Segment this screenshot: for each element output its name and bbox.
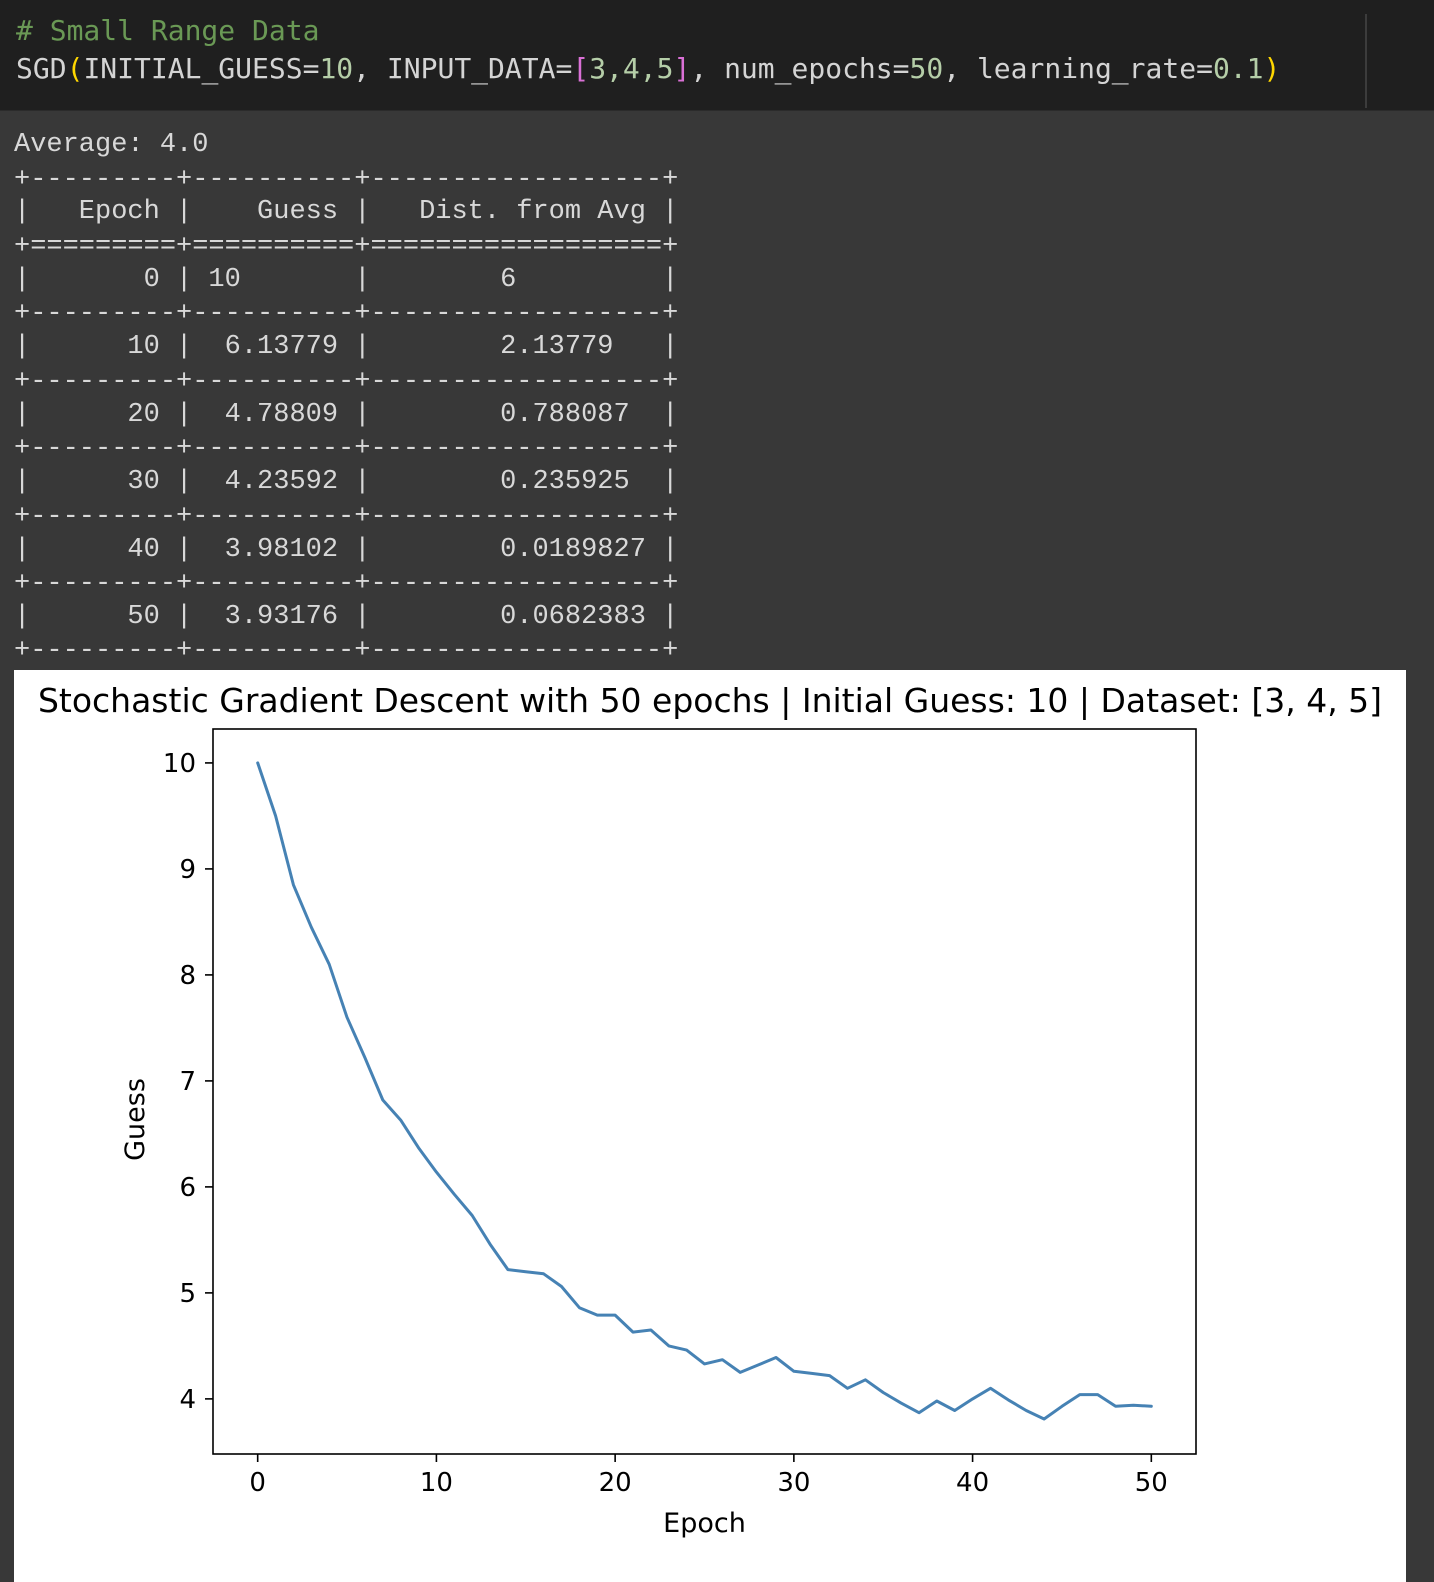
- function-name: SGD: [16, 52, 67, 85]
- plot-frame: [212, 728, 1197, 1455]
- arg-separator: ,: [943, 52, 977, 85]
- y-tick-label: 4: [179, 1385, 196, 1415]
- table-row-border: +---------+----------+------------------…: [14, 434, 679, 464]
- x-tick-label: 30: [777, 1468, 810, 1498]
- table-row: | 0 | 10 | 6 |: [14, 265, 679, 295]
- arg-input-data-values: 3,4,5: [589, 52, 674, 85]
- y-axis-label: Guess: [120, 1078, 151, 1161]
- table-row: | 20 | 4.78809 | 0.788087 |: [14, 400, 679, 430]
- output-average-line: Average: 4.0: [14, 130, 209, 160]
- x-tick-label: 40: [956, 1468, 989, 1498]
- scrollbar-divider: [1365, 14, 1367, 108]
- arg-separator: ,: [353, 52, 387, 85]
- table-row: | 30 | 4.23592 | 0.235925 |: [14, 467, 679, 497]
- list-open-bracket: [: [572, 52, 590, 85]
- arg-learning-rate-name: learning_rate=: [976, 52, 1213, 85]
- y-tick-label: 9: [179, 855, 196, 885]
- table-row-border: +---------+----------+------------------…: [14, 502, 679, 532]
- code-call-line: SGD(INITIAL_GUESS=10, INPUT_DATA=[3,4,5]…: [16, 52, 1280, 85]
- arg-input-data-name: INPUT_DATA=: [386, 52, 573, 85]
- y-tick-label: 7: [179, 1067, 196, 1097]
- sgd-line-chart: Stochastic Gradient Descent with 50 epoc…: [38, 681, 1382, 1539]
- table-header-row: | Epoch | Guess | Dist. from Avg |: [14, 197, 679, 227]
- x-axis-label: Epoch: [663, 1508, 746, 1539]
- y-tick-label: 8: [179, 961, 196, 991]
- x-tick-label: 0: [249, 1468, 266, 1498]
- arg-initial-guess-value: 10: [319, 52, 354, 85]
- y-tick-label: 10: [163, 749, 196, 779]
- close-paren: ): [1263, 52, 1281, 85]
- table-header-separator: +=========+==========+==================…: [14, 232, 679, 262]
- code-comment: # Small Range Data: [16, 14, 320, 47]
- arg-learning-rate-value: 0.1: [1212, 52, 1264, 85]
- arg-num-epochs-value: 50: [909, 52, 944, 85]
- table-row: | 40 | 3.98102 | 0.0189827 |: [14, 535, 679, 565]
- code-comment-line: # Small Range Data: [16, 14, 319, 47]
- table-row-border: +---------+----------+------------------…: [14, 569, 679, 599]
- table-row: | 50 | 3.93176 | 0.0682383 |: [14, 602, 679, 632]
- x-tick-label: 50: [1135, 1468, 1168, 1498]
- y-tick-label: 6: [179, 1173, 196, 1203]
- arg-separator: ,: [690, 52, 725, 85]
- table-row-border: +---------+----------+------------------…: [14, 367, 679, 397]
- y-tick-label: 5: [179, 1279, 196, 1309]
- x-tick-label: 20: [599, 1468, 632, 1498]
- table-border-bottom: +---------+----------+------------------…: [14, 636, 679, 666]
- table-row: | 10 | 6.13779 | 2.13779 |: [14, 332, 679, 362]
- open-paren: (: [66, 52, 84, 85]
- arg-num-epochs-name: num_epochs=: [724, 52, 910, 85]
- list-close-bracket: ]: [673, 52, 691, 85]
- chart-title: Stochastic Gradient Descent with 50 epoc…: [38, 681, 1382, 720]
- table-row-border: +---------+----------+------------------…: [14, 299, 679, 329]
- x-tick-label: 10: [420, 1468, 453, 1498]
- table-border-top: +---------+----------+------------------…: [14, 165, 679, 195]
- code-cell[interactable]: # Small Range Data SGD(INITIAL_GUESS=10,…: [0, 0, 1434, 111]
- chart-panel: Stochastic Gradient Descent with 50 epoc…: [14, 670, 1406, 1582]
- arg-initial-guess-name: INITIAL_GUESS=: [83, 52, 320, 85]
- series-line-guess: [256, 761, 1153, 1421]
